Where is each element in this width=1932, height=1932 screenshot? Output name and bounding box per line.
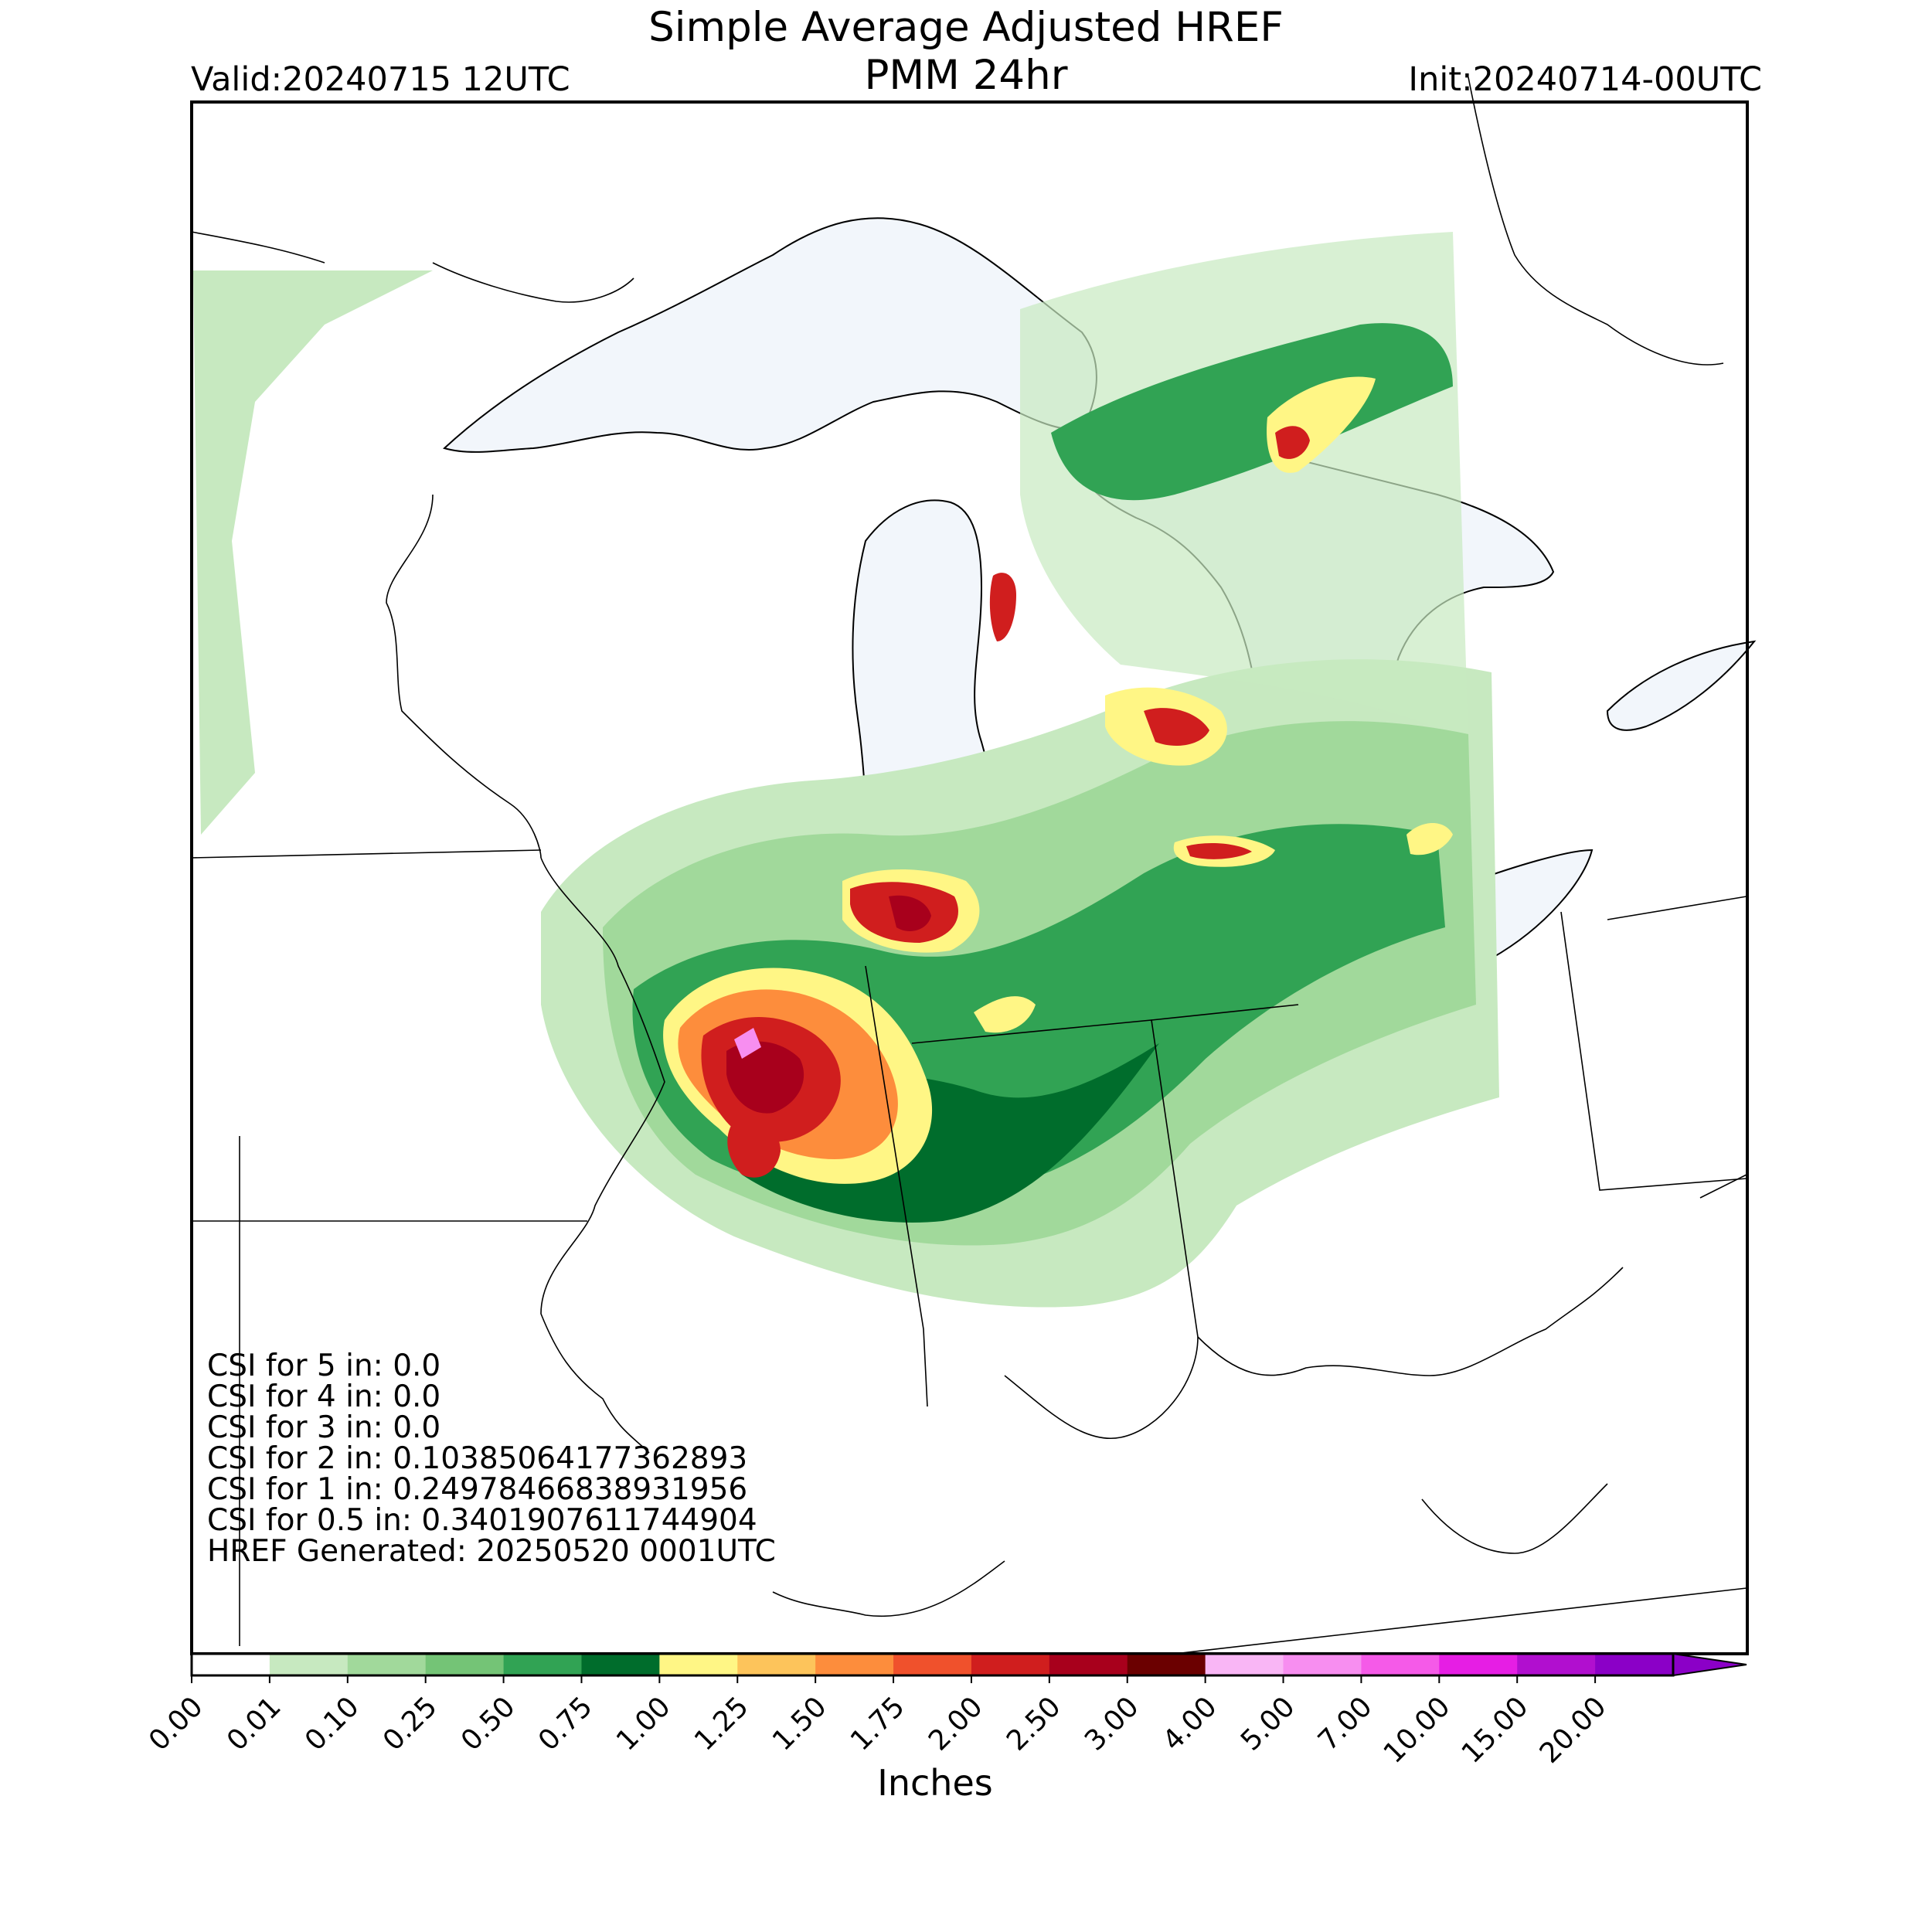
- colorbar-label: Inches: [877, 1762, 993, 1804]
- colorbar-tick-label: 20.00: [1533, 1691, 1613, 1770]
- init-time: Init:20240714-00UTC: [1408, 60, 1762, 99]
- colorbar-tick-label: 2.00: [922, 1691, 989, 1757]
- colorbar-tick-label: 2.50: [1000, 1691, 1067, 1757]
- csi-stat-line: CSI for 5 in: 0.0: [207, 1349, 441, 1383]
- map-subtitle: PMM 24hr: [864, 52, 1068, 99]
- lake-ontario: [1606, 640, 1757, 731]
- colorbar-swatch: [503, 1654, 582, 1675]
- colorbar-tick-label: 4.00: [1156, 1691, 1223, 1757]
- colorbar-tick-label: 0.01: [220, 1691, 287, 1757]
- valid-time: Valid:20240715 12UTC: [191, 60, 570, 99]
- csi-stats: CSI for 5 in: 0.0 CSI for 4 in: 0.0 CSI fo…: [207, 1351, 776, 1567]
- colorbar-tick-label: 1.25: [689, 1691, 755, 1757]
- colorbar-swatch: [737, 1654, 816, 1675]
- colorbar-swatch: [1127, 1654, 1206, 1675]
- csi-stat-line: CSI for 4 in: 0.0: [207, 1379, 441, 1414]
- colorbar-tick-label: 0.25: [376, 1691, 444, 1757]
- colorbar-swatch: [192, 1654, 270, 1675]
- colorbar-tick-label: 15.00: [1455, 1691, 1535, 1770]
- colorbar-swatch: [893, 1654, 972, 1675]
- precip-field: [193, 232, 1499, 1308]
- map-title: Simple Average Adjusted HREF: [648, 4, 1284, 51]
- colorbar-swatch: [1361, 1654, 1440, 1675]
- csi-stat-line: CSI for 0.5 in: 0.3401907611744904: [207, 1503, 757, 1538]
- colorbar-tick-label: 1.50: [767, 1691, 833, 1757]
- csi-stat-line: CSI for 3 in: 0.0: [207, 1410, 441, 1445]
- colorbar-tick-label: 0.10: [298, 1691, 366, 1757]
- colorbar-outline: [190, 1652, 1675, 1677]
- colorbar-swatch: [1595, 1654, 1674, 1675]
- colorbar-tick-label: 1.00: [611, 1691, 678, 1757]
- colorbar-tick-label: 5.00: [1234, 1691, 1301, 1757]
- colorbar-swatch: [659, 1654, 738, 1675]
- colorbar-swatch: [1439, 1654, 1518, 1675]
- colorbar-swatch: [1283, 1654, 1362, 1675]
- colorbar-swatch: [269, 1654, 349, 1675]
- colorbar-swatch: [581, 1654, 660, 1675]
- colorbar: [190, 1652, 1747, 1683]
- colorbar-swatch: [1049, 1654, 1128, 1675]
- colorbar-swatch: [971, 1654, 1050, 1675]
- colorbar-tick-label: 10.00: [1378, 1691, 1457, 1770]
- colorbar-swatch: [425, 1654, 505, 1675]
- csi-stat-line: CSI for 2 in: 0.10385064177362893: [207, 1441, 748, 1476]
- colorbar-swatch: [1517, 1654, 1596, 1675]
- csi-stat-line: CSI for 1 in: 0.24978466838931956: [207, 1472, 748, 1507]
- colorbar-tick-label: 7.00: [1312, 1691, 1379, 1757]
- colorbar-tick-label: 0.00: [142, 1691, 209, 1757]
- boundaries: [191, 77, 1747, 1655]
- colorbar-swatch: [815, 1654, 894, 1675]
- colorbar-swatch: [347, 1654, 427, 1675]
- csi-stat-line: HREF Generated: 20250520 0001UTC: [207, 1534, 776, 1569]
- colorbar-tick-label: 3.00: [1078, 1691, 1145, 1757]
- colorbar-swatch: [1205, 1654, 1284, 1675]
- colorbar-tick-label: 0.75: [532, 1691, 600, 1757]
- colorbar-tick-label: 0.50: [454, 1691, 522, 1757]
- colorbar-tick-label: 1.75: [845, 1691, 911, 1757]
